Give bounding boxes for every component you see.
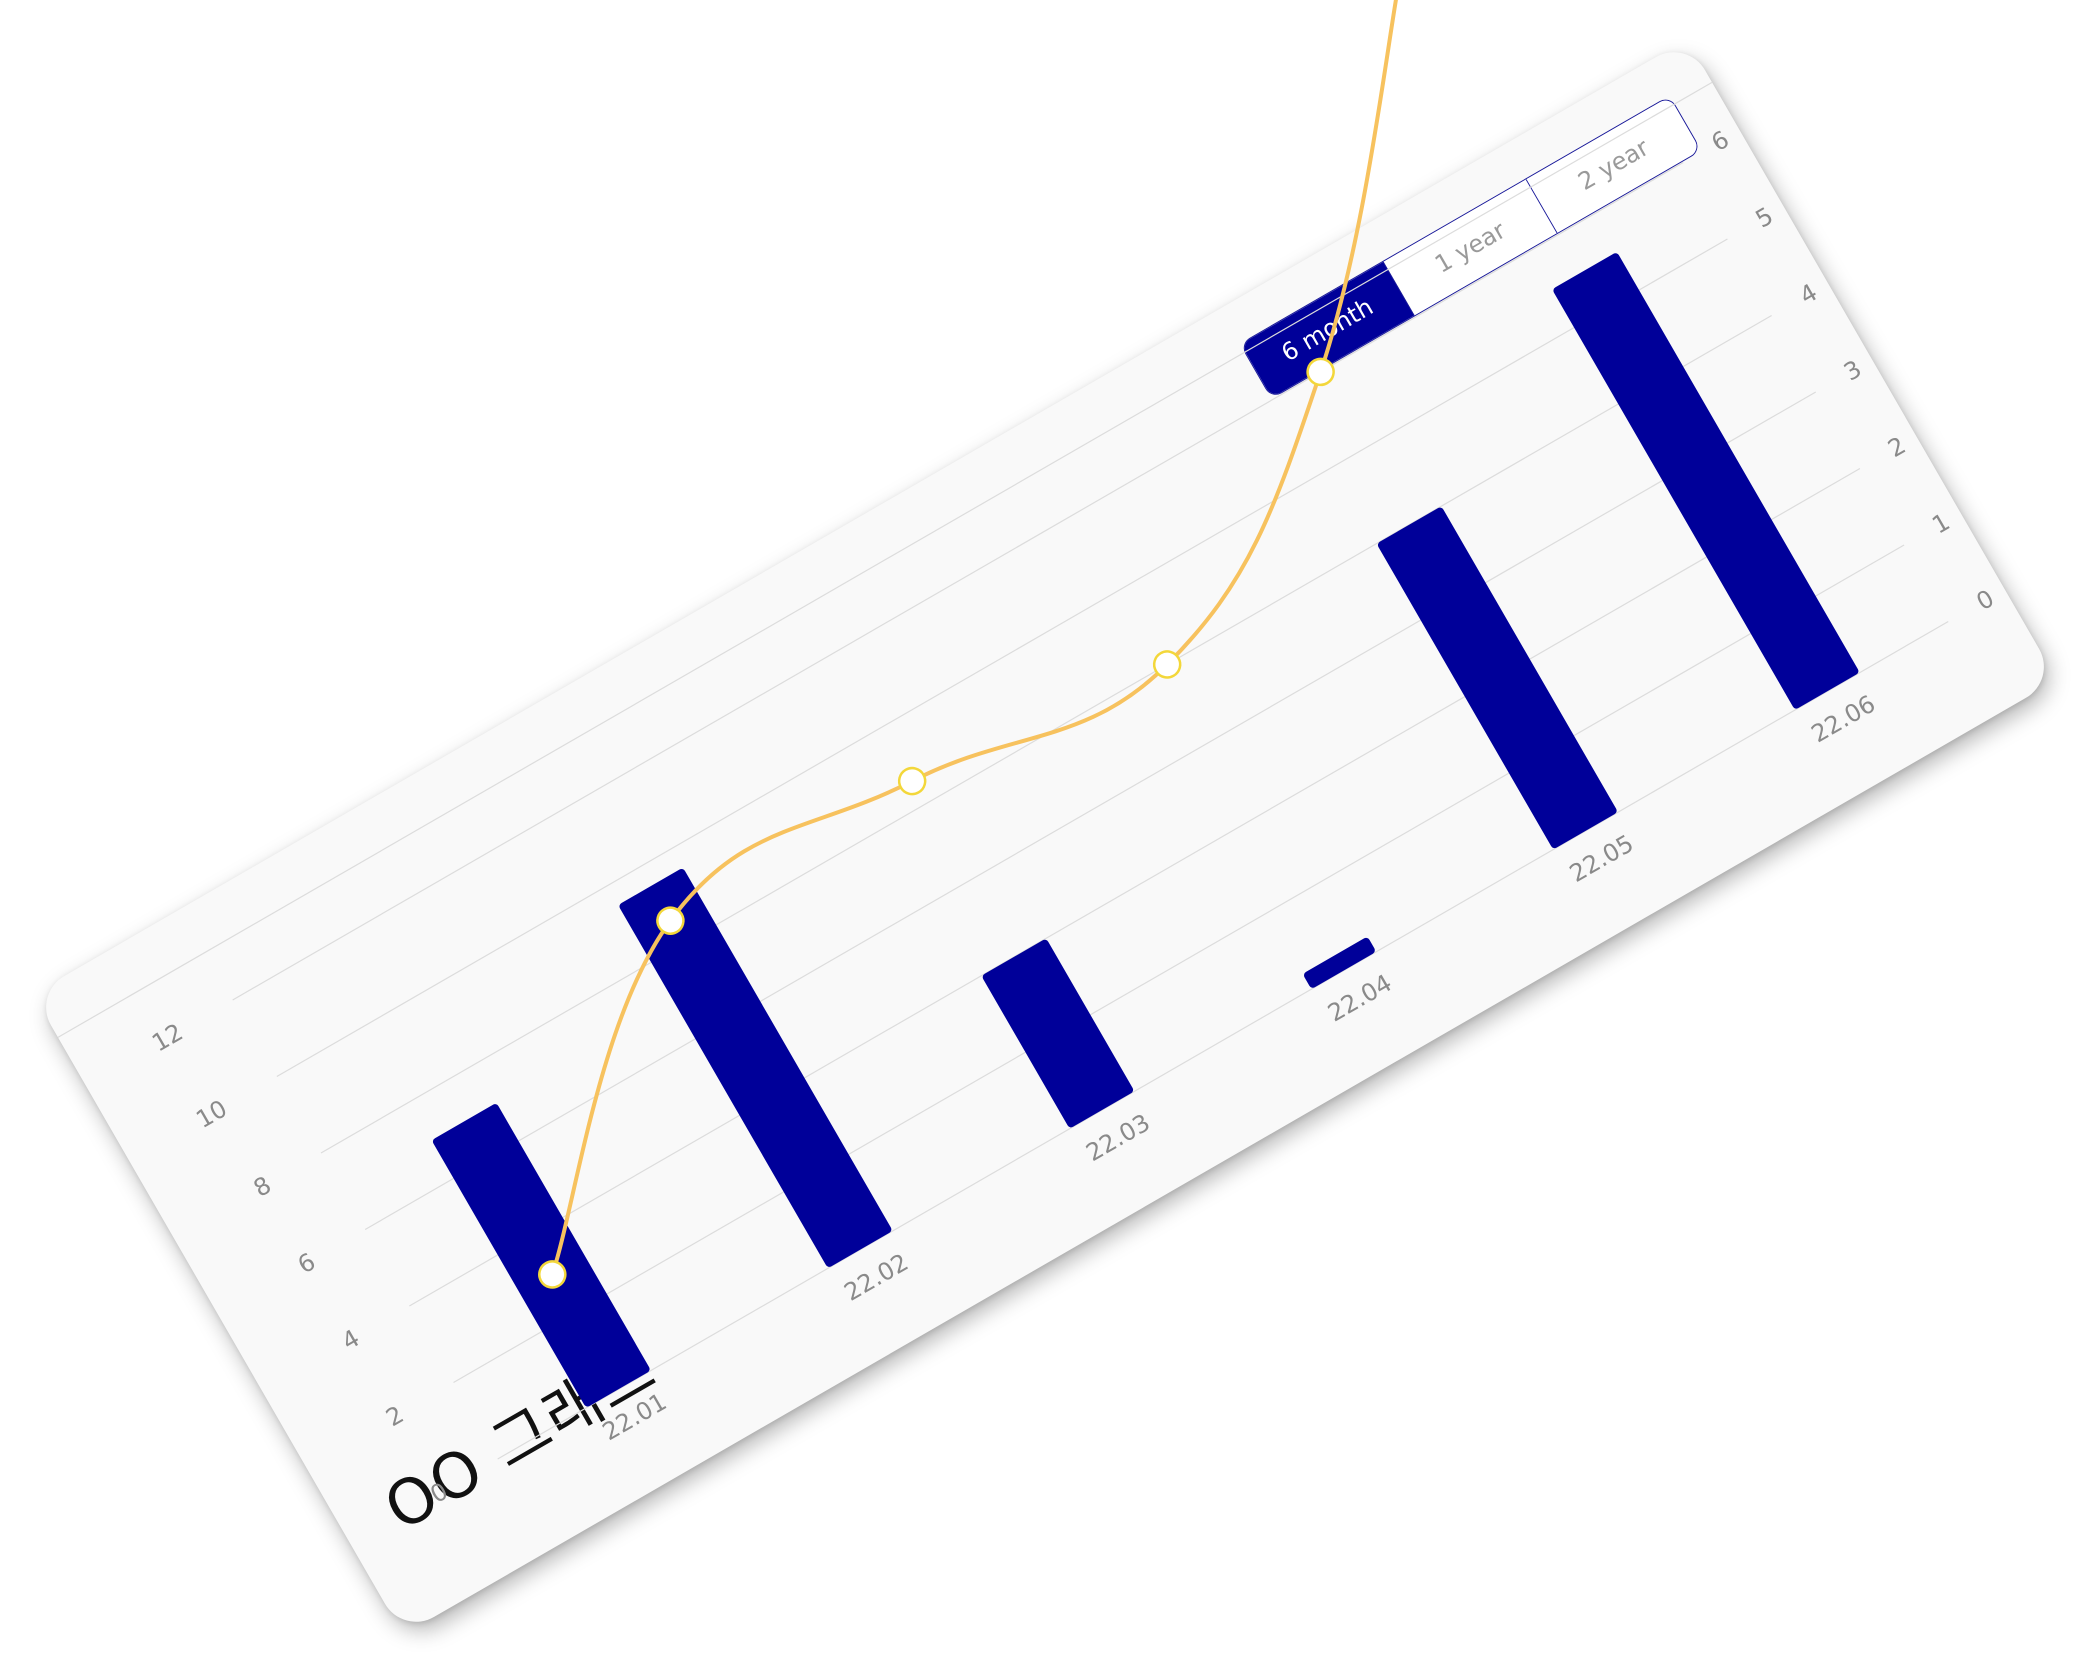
bar-22.01	[432, 1104, 650, 1407]
y-right-tick-5: 5	[1751, 202, 1778, 234]
bar-22.05	[1377, 507, 1617, 849]
y-right-tick-3: 3	[1839, 355, 1866, 387]
grid-line-3	[364, 391, 1817, 1231]
chart-card: OO 그래프 6 month 1 year 2 year 0 2 4 6 8 10 12 0 1…	[32, 0, 2058, 1635]
line-point-22.04	[1152, 650, 1182, 679]
x-tick-3: 22.04	[1323, 969, 1397, 1028]
y-right-tick-2: 2	[1883, 431, 1910, 463]
grid-line-5	[276, 238, 1728, 1078]
x-tick-5: 22.06	[1807, 690, 1881, 749]
y-left-tick-0: 0	[425, 1477, 452, 1509]
chart-plot: 024681012012345622.0122.0222.0322.0422.0…	[57, 0, 1999, 1509]
y-left-tick-2: 4	[337, 1324, 364, 1356]
bar-22.04	[1304, 937, 1375, 988]
y-right-tick-6: 6	[1707, 125, 1734, 157]
y-left-tick-5: 10	[191, 1094, 231, 1134]
y-left-tick-6: 12	[147, 1018, 187, 1058]
bar-22.03	[982, 939, 1134, 1128]
grid-line-1	[453, 544, 1905, 1384]
y-right-tick-1: 1	[1927, 508, 1954, 540]
y-left-tick-4: 8	[249, 1171, 276, 1203]
line-point-22.02	[656, 906, 685, 935]
y-left-tick-1: 2	[381, 1400, 408, 1432]
grid-line-6	[232, 161, 1684, 1001]
x-tick-4: 22.05	[1565, 829, 1639, 888]
grid-line-2	[409, 467, 1861, 1307]
x-tick-2: 22.03	[1081, 1108, 1155, 1167]
bar-22.06	[1553, 253, 1859, 709]
line-series	[550, 0, 1406, 1277]
x-tick-0: 22.01	[598, 1388, 672, 1447]
line-point-22.03	[897, 766, 927, 796]
line-point-22.01	[538, 1260, 567, 1289]
bar-22.02	[619, 868, 892, 1267]
y-left-tick-3: 6	[293, 1247, 320, 1279]
x-tick-1: 22.02	[840, 1248, 914, 1307]
y-right-tick-0: 0	[1972, 584, 1999, 616]
line-point-22.05	[1306, 357, 1335, 387]
header-divider	[57, 81, 1713, 1038]
grid-line-0	[497, 620, 1949, 1460]
y-right-tick-4: 4	[1795, 278, 1822, 310]
